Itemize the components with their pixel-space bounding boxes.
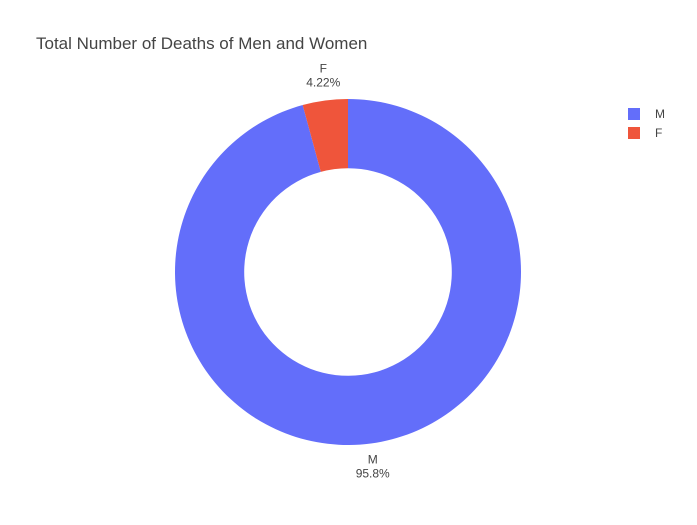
- slice-f[interactable]: [302, 99, 348, 172]
- legend-swatch-m: [628, 107, 640, 120]
- slice-m[interactable]: [175, 99, 522, 446]
- legend-label-m: M: [655, 106, 665, 121]
- legend-label-f: F: [655, 125, 663, 140]
- slice-percent-f: 4.22%: [306, 76, 340, 90]
- slice-label-m: M: [368, 452, 378, 466]
- legend-swatch-f: [628, 126, 640, 139]
- slice-label-f: F: [320, 62, 327, 76]
- legend-item-f[interactable]: F: [628, 123, 665, 142]
- slice-percent-m: 95.8%: [356, 466, 390, 480]
- legend-item-m[interactable]: M: [628, 104, 665, 123]
- chart-title: Total Number of Deaths of Men and Women: [36, 34, 368, 53]
